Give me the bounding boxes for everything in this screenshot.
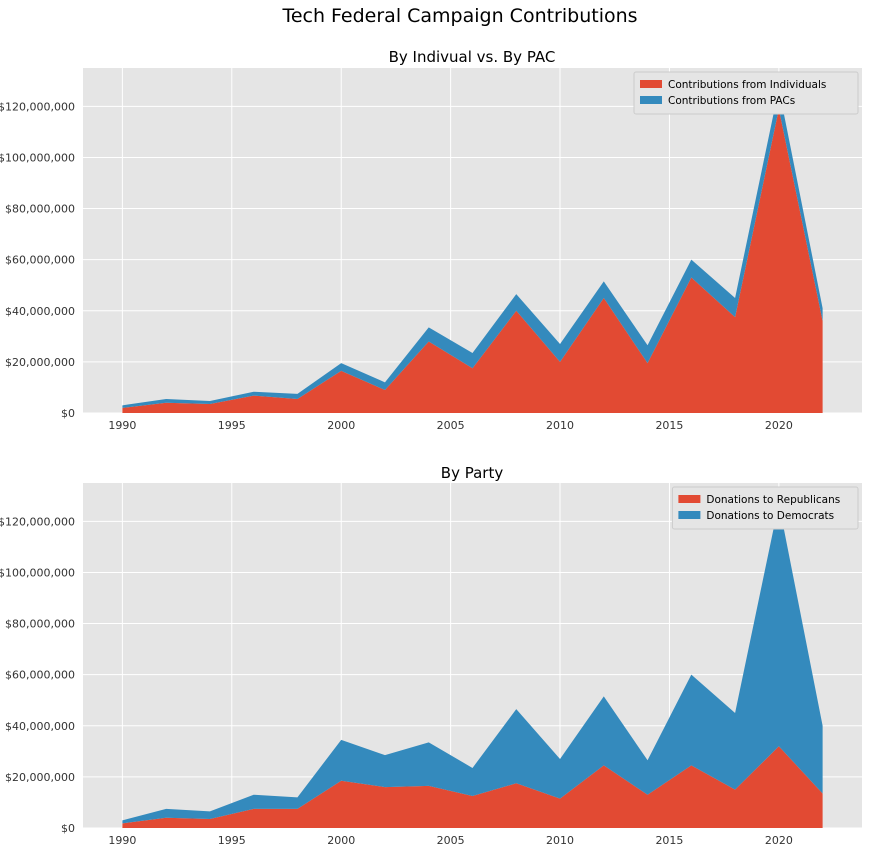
- legend-swatch: [678, 495, 701, 503]
- x-tick-label: 2010: [546, 419, 574, 432]
- y-tick-label: $100,000,000: [0, 151, 75, 164]
- area-donations-to-republicans: [122, 746, 823, 828]
- legend-box: [633, 71, 859, 115]
- legend: Donations to Republicans Donations to Dem…: [671, 486, 859, 530]
- legend-swatch: [678, 511, 701, 519]
- y-tick-label: $120,000,000: [0, 515, 75, 528]
- legend-entry: Donations to Republicans: [706, 494, 840, 506]
- y-tick-label: $40,000,000: [5, 720, 75, 733]
- legend-entry: Donations to Democrats: [706, 510, 834, 522]
- chart-title: By Indivual vs. By PAC: [389, 48, 556, 66]
- legend-swatch: [640, 80, 662, 88]
- y-tick-label: $0: [61, 822, 75, 835]
- y-tick-label: $20,000,000: [5, 356, 75, 369]
- x-tick-label: 2000: [327, 834, 355, 847]
- chart-by-party: By Party $0 $20,000,000 $40,000,000 $60,000…: [0, 464, 862, 847]
- y-tick-label: $20,000,000: [5, 771, 75, 784]
- y-tick-label: $100,000,000: [0, 566, 75, 579]
- y-tick-label: $0: [61, 407, 75, 420]
- figure-title: Tech Federal Campaign Contributions: [281, 5, 637, 27]
- x-tick-label: 2020: [765, 419, 793, 432]
- x-tick-label: 1995: [218, 419, 246, 432]
- x-tick-label: 1990: [108, 834, 136, 847]
- x-tick-label: 2000: [327, 419, 355, 432]
- chart-title: By Party: [441, 464, 504, 482]
- legend-box: [671, 486, 859, 530]
- y-tick-label: $80,000,000: [5, 203, 75, 216]
- y-tick-label: $40,000,000: [5, 305, 75, 318]
- chart-by-individual-vs-pac: By Indivual vs. By PAC $0 $20,000,000 $40,…: [0, 48, 862, 432]
- y-tick-label: $80,000,000: [5, 618, 75, 631]
- x-tick-label: 2005: [437, 834, 465, 847]
- area-contributions-from-individuals: [122, 108, 823, 413]
- x-tick-label: 2015: [655, 419, 683, 432]
- y-tick-label: $120,000,000: [0, 100, 75, 113]
- legend-entry: Contributions from Individuals: [668, 79, 826, 91]
- y-tick-label: $60,000,000: [5, 669, 75, 682]
- legend-swatch: [640, 96, 662, 104]
- x-tick-label: 2010: [546, 834, 574, 847]
- y-tick-label: $60,000,000: [5, 254, 75, 267]
- x-tick-label: 1995: [218, 834, 246, 847]
- x-tick-label: 2020: [765, 834, 793, 847]
- legend: Contributions from Individuals Contributi…: [633, 71, 859, 115]
- x-tick-label: 1990: [108, 419, 136, 432]
- x-tick-label: 2005: [437, 419, 465, 432]
- x-tick-label: 2015: [655, 834, 683, 847]
- legend-entry: Contributions from PACs: [668, 95, 795, 107]
